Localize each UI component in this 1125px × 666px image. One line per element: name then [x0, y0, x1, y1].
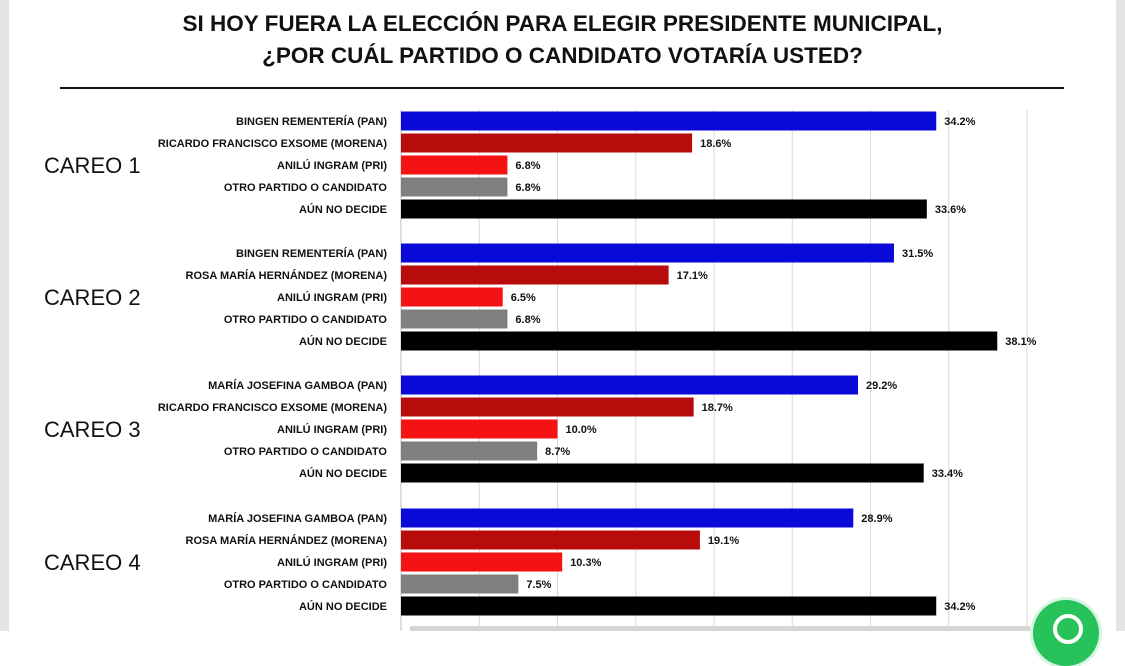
- bar-chart: CAREO 1 BINGEN REMENTERÍA (PAN) 34.2% RICAR…: [44, 110, 1037, 631]
- category-label: ANILÚ INGRAM (PRI): [277, 423, 387, 436]
- data-label: 10.0%: [566, 424, 597, 436]
- page-edge-left: [0, 0, 9, 631]
- bar: [401, 397, 694, 417]
- category-label: ANILÚ INGRAM (PRI): [277, 159, 387, 172]
- category-label: OTRO PARTIDO O CANDIDATO: [224, 314, 388, 326]
- data-label: 6.8%: [515, 182, 540, 194]
- bar: [401, 508, 854, 528]
- chart-title: SI HOY FUERA LA ELECCIÓN PARA ELEGIR PRE…: [0, 8, 1125, 72]
- whatsapp-button[interactable]: [1033, 600, 1099, 666]
- data-label: 34.2%: [944, 116, 975, 128]
- bar: [401, 133, 693, 153]
- bar: [401, 265, 669, 285]
- chart-title-line-2: ¿POR CUÁL PARTIDO O CANDIDATO VOTARÍA US…: [262, 43, 863, 68]
- category-label: MARÍA JOSEFINA GAMBOA (PAN): [208, 379, 387, 392]
- bar: [401, 177, 508, 197]
- data-label: 31.5%: [902, 248, 933, 260]
- bar: [401, 199, 927, 219]
- bar: [401, 574, 519, 594]
- data-label: 34.2%: [944, 601, 975, 613]
- category-label: ANILÚ INGRAM (PRI): [277, 291, 387, 304]
- group-label: CAREO 4: [44, 550, 141, 575]
- category-label: ANILÚ INGRAM (PRI): [277, 556, 387, 569]
- bar: [401, 530, 700, 550]
- group-label: CAREO 2: [44, 285, 141, 310]
- data-label: 17.1%: [677, 270, 708, 282]
- category-label: OTRO PARTIDO O CANDIDATO: [224, 579, 388, 591]
- data-label: 33.4%: [932, 468, 963, 480]
- bar: [401, 243, 894, 263]
- category-label: AÚN NO DECIDE: [299, 467, 387, 480]
- category-label: RICARDO FRANCISCO EXSOME (MORENA): [158, 402, 388, 414]
- data-label: 6.8%: [515, 160, 540, 172]
- category-label: AÚN NO DECIDE: [299, 600, 387, 613]
- category-label: AÚN NO DECIDE: [299, 203, 387, 216]
- bar: [401, 331, 998, 351]
- bar: [401, 309, 508, 329]
- data-label: 10.3%: [570, 557, 601, 569]
- bar: [401, 287, 503, 307]
- data-label: 38.1%: [1005, 336, 1036, 348]
- group-label: CAREO 1: [44, 153, 141, 178]
- data-label: 18.7%: [702, 402, 733, 414]
- category-label: AÚN NO DECIDE: [299, 335, 387, 348]
- data-label: 29.2%: [866, 380, 897, 392]
- data-label: 33.6%: [935, 204, 966, 216]
- bar: [401, 155, 508, 175]
- data-label: 18.6%: [700, 138, 731, 150]
- bar: [401, 463, 924, 483]
- bar: [401, 375, 858, 395]
- whatsapp-icon: [1053, 614, 1083, 644]
- bar: [401, 552, 563, 572]
- chart-title-line-1: SI HOY FUERA LA ELECCIÓN PARA ELEGIR PRE…: [182, 11, 943, 36]
- data-label: 6.8%: [515, 314, 540, 326]
- bar: [401, 441, 538, 461]
- category-label: MARÍA JOSEFINA GAMBOA (PAN): [208, 512, 387, 525]
- data-label: 6.5%: [511, 292, 536, 304]
- bar: [401, 111, 937, 131]
- category-label: ROSA MARÍA HERNÁNDEZ (MORENA): [186, 269, 388, 282]
- category-label: BINGEN REMENTERÍA (PAN): [236, 247, 387, 260]
- data-label: 8.7%: [545, 446, 570, 458]
- data-label: 28.9%: [861, 513, 892, 525]
- category-label: RICARDO FRANCISCO EXSOME (MORENA): [158, 138, 388, 150]
- title-underline: [60, 87, 1064, 89]
- bottom-shadow: [410, 626, 1030, 631]
- category-label: OTRO PARTIDO O CANDIDATO: [224, 446, 388, 458]
- bar: [401, 419, 558, 439]
- data-label: 19.1%: [708, 535, 739, 547]
- group-label: CAREO 3: [44, 417, 141, 442]
- category-label: ROSA MARÍA HERNÁNDEZ (MORENA): [186, 534, 388, 547]
- data-label: 7.5%: [526, 579, 551, 591]
- bar: [401, 596, 937, 616]
- category-label: BINGEN REMENTERÍA (PAN): [236, 115, 387, 128]
- category-label: OTRO PARTIDO O CANDIDATO: [224, 182, 388, 194]
- page-edge-right: [1116, 0, 1125, 631]
